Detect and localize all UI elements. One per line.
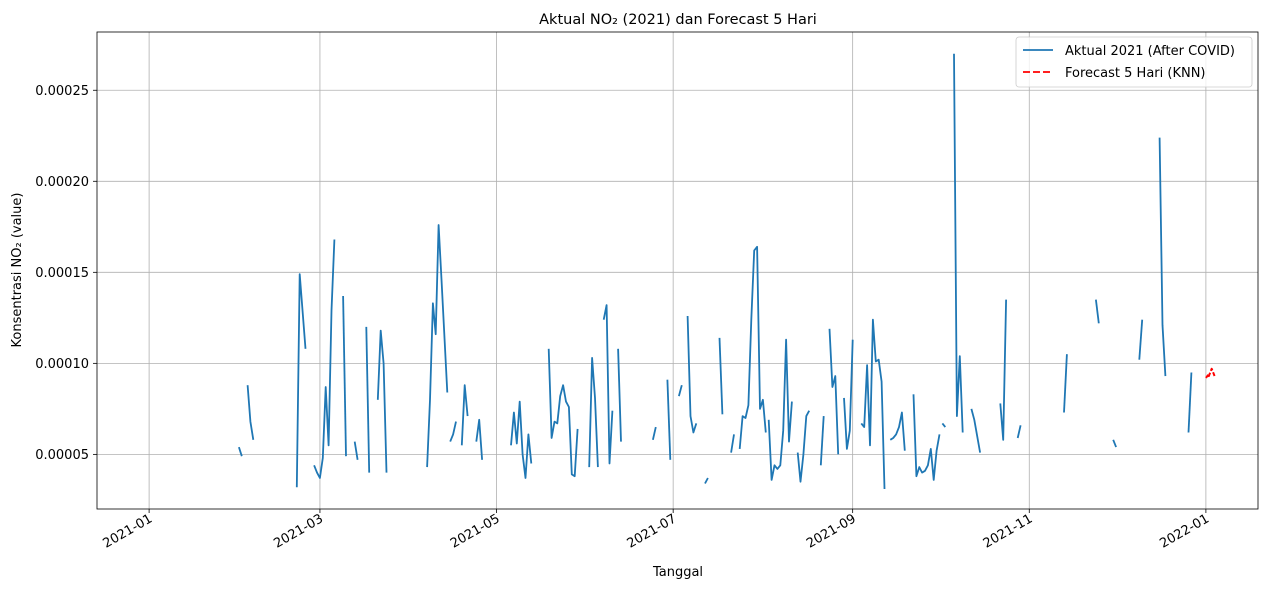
actual-line-segment [602, 304, 614, 465]
actual-line-segment [889, 411, 906, 451]
actual-line-segment [313, 239, 336, 479]
actual-line-segment [860, 318, 886, 490]
actual-line-segment [999, 299, 1007, 441]
legend-label-forecast: Forecast 5 Hari (KNN) [1065, 66, 1206, 81]
actual-line-segment [588, 356, 599, 468]
x-axis-label: Tanggal [652, 565, 703, 580]
actual-line-segment [510, 400, 533, 479]
actual-line-segment [730, 434, 735, 453]
actual-line-segment [1138, 319, 1144, 360]
actual-line-segment [1095, 299, 1100, 324]
actual-line-segment [246, 385, 255, 440]
actual-line-segment [1158, 137, 1167, 377]
plot-frame [96, 31, 1259, 510]
actual-line-segment [652, 426, 657, 441]
actual-line-segment [704, 477, 709, 484]
actual-line-segment [376, 329, 388, 473]
y-tick-label: 0.00015 [35, 266, 89, 281]
series-1 [1205, 367, 1216, 379]
actual-line-segment [666, 379, 672, 460]
actual-line-segment [678, 384, 683, 397]
actual-line-segment [353, 441, 359, 460]
actual-line-segment [449, 421, 457, 442]
actual-line-segment [1016, 425, 1022, 439]
y-tick: 0.00025 [35, 84, 97, 99]
actual-line-segment [686, 315, 698, 434]
actual-line-segment [426, 224, 449, 468]
y-tick: 0.00020 [35, 175, 97, 190]
series-lines [238, 53, 1216, 490]
legend-box [1015, 36, 1253, 88]
actual-line-segment [475, 418, 483, 460]
actual-line-segment [819, 416, 825, 466]
legend: Aktual 2021 (After COVID) Forecast 5 Har… [1015, 36, 1253, 88]
actual-line-segment [617, 348, 622, 442]
actual-line-segment [796, 410, 810, 483]
forecast-line-segment [1205, 367, 1216, 379]
y-tick-label: 0.00010 [35, 357, 89, 372]
actual-line-segment [912, 394, 941, 481]
actual-line-segment [1187, 372, 1193, 433]
actual-line-segment [238, 446, 243, 457]
chart-title: Aktual NO₂ (2021) dan Forecast 5 Hari [539, 12, 817, 28]
y-axis-ticks: 0.00005 0.00010 0.00015 0.00020 0.00025 [35, 84, 97, 463]
actual-line-segment [828, 328, 840, 455]
y-axis-label: Konsentrasi NO₂ (value) [10, 193, 25, 348]
y-tick-label: 0.00005 [35, 448, 89, 463]
actual-line-segment [1112, 439, 1117, 448]
actual-line-segment [295, 273, 307, 488]
y-tick-label: 0.00025 [35, 84, 89, 99]
y-tick: 0.00005 [35, 448, 97, 463]
y-tick: 0.00015 [35, 266, 97, 281]
actual-line-segment [970, 408, 981, 453]
actual-line-segment [1063, 354, 1068, 413]
actual-line-segment [941, 422, 947, 428]
legend-label-actual: Aktual 2021 (After COVID) [1065, 44, 1235, 59]
actual-line-segment [365, 326, 371, 473]
actual-line-segment [460, 384, 469, 446]
actual-line-segment [718, 337, 724, 415]
actual-line-segment [547, 348, 579, 478]
y-tick: 0.00010 [35, 357, 97, 372]
gridlines [97, 32, 1258, 509]
actual-line-segment [953, 53, 964, 433]
actual-line-segment [342, 295, 347, 457]
actual-line-segment [767, 338, 793, 481]
actual-line-segment [843, 339, 854, 450]
y-tick-label: 0.00020 [35, 175, 89, 190]
actual-line-segment [738, 245, 767, 449]
series-0 [238, 53, 1193, 490]
